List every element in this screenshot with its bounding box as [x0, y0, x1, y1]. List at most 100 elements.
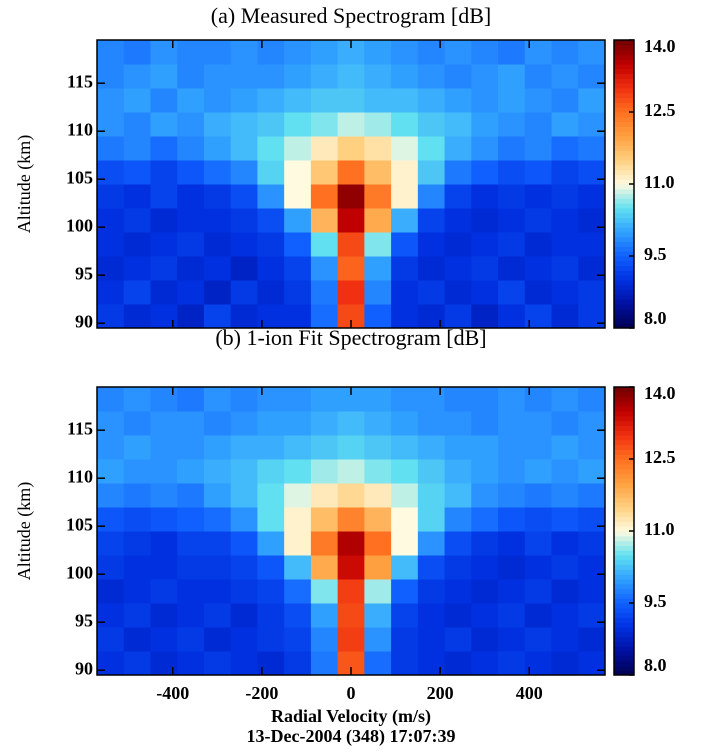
x-tick-label: 200 [427, 683, 454, 703]
cell [524, 160, 553, 185]
cell [97, 483, 125, 508]
cell [203, 603, 232, 628]
cell [257, 603, 285, 628]
cell [524, 627, 553, 652]
cell [578, 555, 606, 580]
cell [230, 160, 258, 185]
cell [257, 256, 285, 281]
cell [391, 256, 419, 281]
cell [310, 459, 339, 484]
colorbar-segment [614, 454, 634, 460]
cell [498, 435, 526, 460]
cell [524, 256, 553, 281]
cell [471, 483, 499, 508]
colorbar-segment [614, 631, 634, 638]
colorbar-segment [614, 468, 634, 474]
cell [578, 387, 606, 412]
cell [337, 112, 365, 137]
cell [364, 64, 392, 89]
cell [284, 280, 312, 305]
colorbar-segment [614, 97, 634, 103]
cell [123, 232, 151, 257]
cell [498, 112, 526, 137]
cell [123, 280, 151, 305]
colorbar-segment [614, 603, 634, 609]
cell [444, 507, 472, 532]
cell [391, 531, 419, 556]
x-tick-label: -200 [245, 683, 278, 703]
cell [498, 40, 526, 65]
cell [97, 256, 125, 281]
cell [444, 160, 472, 185]
cell [417, 555, 446, 580]
cell [177, 280, 205, 305]
colorbar-segment [614, 651, 634, 657]
cell [364, 555, 392, 580]
colorbar-segment [614, 526, 634, 532]
colorbar-segment [614, 502, 634, 508]
cell [417, 184, 446, 209]
cell [471, 507, 499, 532]
cell [551, 435, 579, 460]
cell [284, 64, 312, 89]
cell [578, 483, 606, 508]
colorbar-segment [614, 655, 634, 662]
cell [150, 435, 178, 460]
cell [310, 387, 339, 412]
cell [177, 256, 205, 281]
colorbar-segment [614, 78, 634, 84]
cell [417, 651, 446, 676]
cell [257, 64, 285, 89]
cell [417, 411, 446, 436]
cell [97, 232, 125, 257]
cell [230, 64, 258, 89]
cell [123, 627, 151, 652]
cell [498, 64, 526, 89]
cell [150, 184, 178, 209]
cell [230, 256, 258, 281]
colorbar-segment [614, 92, 634, 99]
cell [203, 459, 232, 484]
cell [177, 603, 205, 628]
cell [337, 208, 365, 233]
y-tick-label: 95 [75, 610, 93, 630]
colorbar-segment [614, 579, 634, 585]
cell [310, 555, 339, 580]
colorbar-segment [614, 444, 634, 450]
cell [551, 304, 579, 329]
cell [257, 160, 285, 185]
cell [177, 555, 205, 580]
cell [123, 459, 151, 484]
cell [417, 256, 446, 281]
cell [391, 160, 419, 185]
y-axis-label: Altitude (km) [14, 135, 35, 233]
cell [310, 40, 339, 65]
cell [498, 627, 526, 652]
cell [524, 64, 553, 89]
cell [471, 112, 499, 137]
cell [97, 304, 125, 329]
colorbar-segment [614, 284, 634, 291]
cell [444, 112, 472, 137]
cell [310, 435, 339, 460]
colorbar-segment [614, 612, 634, 618]
cell [123, 507, 151, 532]
cell [471, 411, 499, 436]
cell [391, 507, 419, 532]
cell [391, 304, 419, 329]
cell [284, 40, 312, 65]
cell [498, 232, 526, 257]
cell [337, 627, 365, 652]
cell [203, 208, 232, 233]
colorbar-segment [614, 478, 634, 484]
cell [203, 627, 232, 652]
cell [230, 208, 258, 233]
cell [123, 579, 151, 604]
cell [578, 280, 606, 305]
cell [471, 579, 499, 604]
cell [284, 435, 312, 460]
cell [123, 304, 151, 329]
cell [444, 40, 472, 65]
cell [498, 88, 526, 113]
cell [257, 483, 285, 508]
